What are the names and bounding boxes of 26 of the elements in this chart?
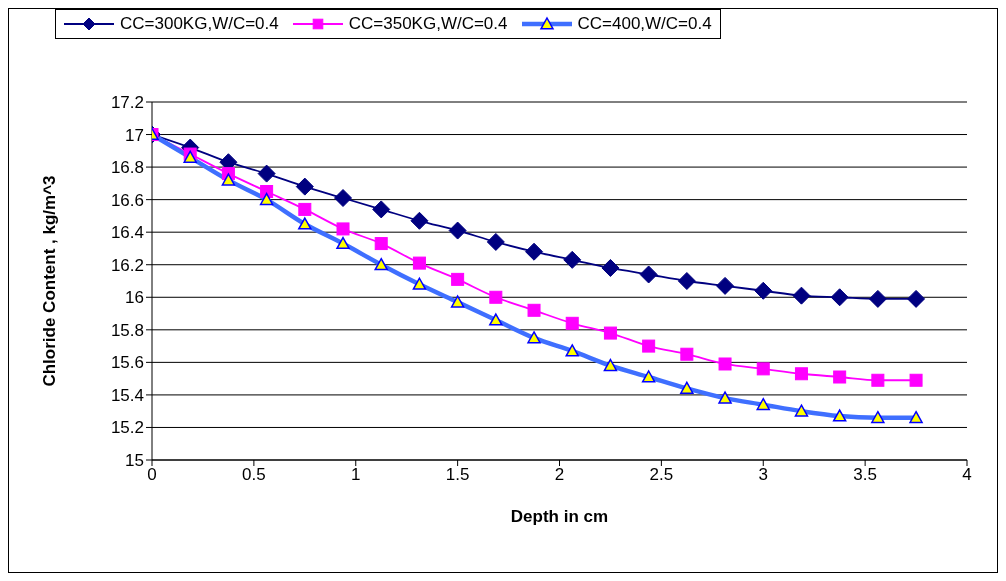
- y-tick-label: 16.2: [110, 255, 144, 275]
- x-tick-label: 2: [554, 465, 565, 485]
- x-tick-label: 3.5: [853, 465, 877, 485]
- y-axis-title: Chloride Content , kg/m^3: [40, 175, 60, 387]
- x-tick-label: 1: [351, 465, 361, 485]
- y-tick-label: 15.4: [110, 385, 144, 405]
- y-tick-label: 17.2: [110, 93, 144, 113]
- y-tick-label: 15.8: [110, 320, 144, 340]
- x-tick-label: 0: [147, 465, 157, 485]
- legend-label: CC=400,W/C=0.4: [577, 14, 712, 34]
- y-tick-label: 16: [125, 288, 144, 308]
- y-tick-label: 17: [125, 125, 144, 145]
- y-tick-label: 16.6: [110, 190, 144, 210]
- legend-label: CC=300KG,W/C=0.4: [120, 14, 279, 34]
- x-tick-label: 3: [758, 465, 768, 485]
- y-tick-label: 15.2: [110, 418, 144, 438]
- x-tick-label: 1.5: [445, 465, 470, 485]
- x-tick-label: 0.5: [242, 465, 266, 485]
- legend-label: CC=350KG,W/C=0.4: [348, 14, 508, 34]
- y-tick-label: 15.6: [110, 353, 144, 373]
- x-tick-label: 2.5: [649, 465, 674, 485]
- y-tick-label: 16.8: [110, 158, 144, 178]
- x-tick-label: 4: [962, 465, 972, 485]
- y-tick-label: 16.4: [110, 223, 144, 243]
- x-axis-title: Depth in cm: [510, 507, 609, 527]
- y-tick-label: 15: [125, 451, 144, 471]
